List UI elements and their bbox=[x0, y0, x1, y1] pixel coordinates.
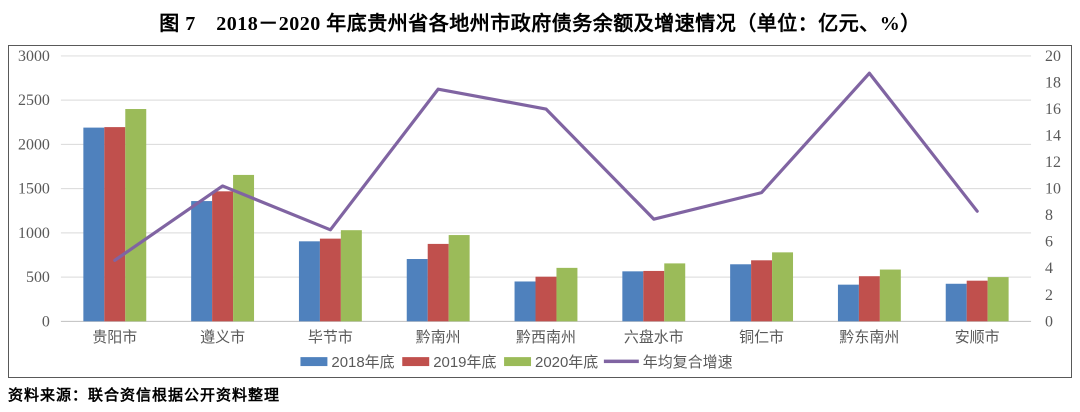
right-axis-tick-label: 0 bbox=[1045, 313, 1053, 330]
right-axis-tick-label: 6 bbox=[1045, 234, 1053, 251]
bar-2020年底-六盘水市 bbox=[664, 263, 686, 322]
bar-2020年底-遵义市 bbox=[233, 174, 255, 322]
chart-container: 0 500 1000 1500 2000 2500 3000 0 2 4 6 8 10 12 14 16 18 2… bbox=[8, 45, 1072, 378]
bar-2018年底-贵阳市 bbox=[83, 127, 105, 322]
bar-2018年底-毕节市 bbox=[298, 241, 320, 322]
bar-2020年底-安顺市 bbox=[987, 277, 1009, 322]
right-axis-tick-label: 2 bbox=[1045, 287, 1053, 304]
right-axis-tick-label: 4 bbox=[1045, 260, 1053, 277]
left-axis-tick-label: 0 bbox=[42, 313, 50, 330]
bar-2020年底-黔南州 bbox=[448, 235, 470, 322]
x-axis-category-label: 黔南州 bbox=[416, 329, 461, 346]
right-axis-tick-label: 20 bbox=[1045, 48, 1061, 65]
legend-label: 2020年底 bbox=[535, 354, 598, 371]
right-axis-tick-label: 14 bbox=[1045, 128, 1061, 145]
bar-2019年底-黔南州 bbox=[427, 243, 449, 322]
left-axis-tick-label: 2500 bbox=[18, 92, 50, 109]
bar-2020年底-毕节市 bbox=[340, 230, 362, 322]
x-axis-category-label: 铜仁市 bbox=[739, 329, 784, 346]
x-axis-category-label: 遵义市 bbox=[200, 328, 245, 346]
left-axis-tick-label: 2000 bbox=[18, 136, 50, 153]
bar-2019年底-安顺市 bbox=[966, 280, 988, 322]
bar-2019年底-黔东南州 bbox=[858, 276, 880, 322]
left-axis-tick-label: 3000 bbox=[18, 48, 50, 65]
x-axis-category-label: 六盘水市 bbox=[624, 328, 684, 346]
bar-2019年底-毕节市 bbox=[319, 238, 341, 322]
bar-2019年底-黔西南州 bbox=[535, 276, 557, 322]
bar-2018年底-六盘水市 bbox=[622, 271, 644, 322]
figure-title: 图 7 2018－2020 年底贵州省各地州市政府债务余额及增速情况（单位：亿元… bbox=[159, 13, 921, 35]
legend-label: 2019年底 bbox=[433, 354, 496, 371]
right-axis-tick-label: 10 bbox=[1045, 181, 1061, 198]
x-axis-category-label: 黔东南州 bbox=[839, 329, 899, 346]
bar-2020年底-黔东南州 bbox=[879, 269, 901, 322]
chart-canvas: 0 500 1000 1500 2000 2500 3000 0 2 4 6 8 10 12 14 16 18 2… bbox=[18, 48, 1061, 371]
bar-2019年底-遵义市 bbox=[212, 191, 234, 322]
right-axis-tick-label: 18 bbox=[1045, 74, 1061, 91]
bar-2019年底-贵阳市 bbox=[104, 127, 126, 322]
right-axis-tick-label: 8 bbox=[1045, 207, 1053, 224]
legend-line-swatch-年均复合增速 bbox=[603, 359, 639, 364]
x-axis-category-label: 贵阳市 bbox=[92, 329, 137, 346]
bar-2020年底-铜仁市 bbox=[772, 252, 794, 322]
bar-2020年底-黔西南州 bbox=[556, 267, 578, 322]
left-axis-tick-label: 1000 bbox=[18, 225, 50, 242]
bar-2020年底-贵阳市 bbox=[125, 109, 147, 322]
bar-2019年底-铜仁市 bbox=[751, 260, 773, 322]
legend-swatch-2020年底 bbox=[504, 357, 532, 367]
bar-2018年底-黔东南州 bbox=[837, 284, 859, 322]
bar-2018年底-黔西南州 bbox=[514, 281, 536, 322]
bar-2018年底-黔南州 bbox=[406, 259, 428, 322]
bar-2018年底-安顺市 bbox=[945, 283, 967, 322]
bar-2019年底-六盘水市 bbox=[643, 270, 665, 322]
x-axis-category-label: 黔西南州 bbox=[516, 329, 576, 346]
bar-2018年底-铜仁市 bbox=[730, 264, 752, 322]
x-axis-category-label: 毕节市 bbox=[308, 329, 353, 346]
right-axis-tick-label: 16 bbox=[1045, 101, 1061, 118]
x-axis-category-label: 安顺市 bbox=[955, 329, 1000, 346]
bar-2018年底-遵义市 bbox=[191, 201, 213, 322]
legend-label: 2018年底 bbox=[331, 354, 394, 371]
source-note: 资料来源：联合资信根据公开资料整理 bbox=[8, 388, 281, 404]
right-axis-tick-label: 12 bbox=[1045, 154, 1061, 171]
legend-swatch-2018年底 bbox=[300, 357, 328, 367]
legend-label: 年均复合增速 bbox=[643, 353, 733, 371]
left-axis-tick-label: 500 bbox=[26, 269, 50, 286]
left-axis-tick-label: 1500 bbox=[18, 181, 50, 198]
line-年均复合增速 bbox=[113, 71, 979, 262]
legend-swatch-2019年底 bbox=[402, 357, 430, 367]
